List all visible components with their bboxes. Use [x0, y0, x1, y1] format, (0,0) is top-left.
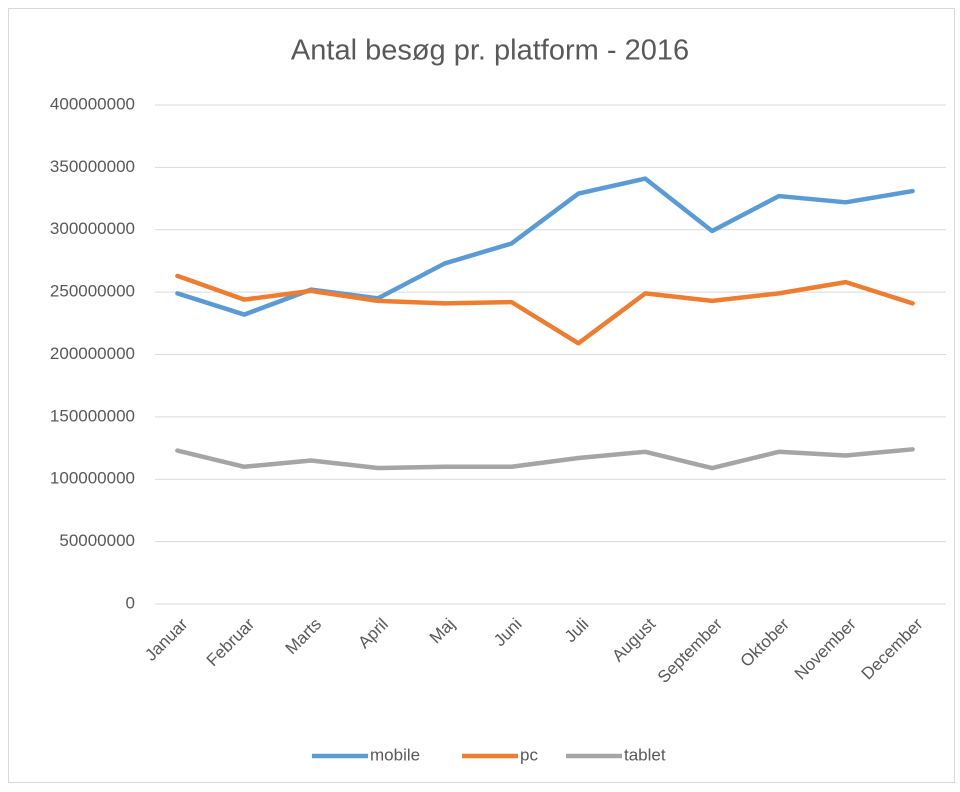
y-tick-label: 200000000 [50, 344, 135, 363]
y-tick-label: 300000000 [50, 219, 135, 238]
y-tick-label: 0 [126, 593, 135, 612]
y-tick-label: 50000000 [59, 531, 135, 550]
legend-label: pc [520, 745, 538, 764]
legend-label: mobile [370, 745, 420, 764]
y-tick-label: 150000000 [50, 406, 135, 425]
series-line [175, 447, 915, 471]
legend-label: tablet [624, 745, 666, 764]
y-tick-label: 350000000 [50, 157, 135, 176]
y-tick-label: 400000000 [50, 94, 135, 113]
y-tick-label: 250000000 [50, 282, 135, 301]
chart-border [8, 8, 955, 783]
chart-title: Antal besøg pr. platform - 2016 [291, 35, 689, 67]
y-tick-label: 100000000 [50, 469, 135, 488]
series-line [175, 273, 915, 346]
